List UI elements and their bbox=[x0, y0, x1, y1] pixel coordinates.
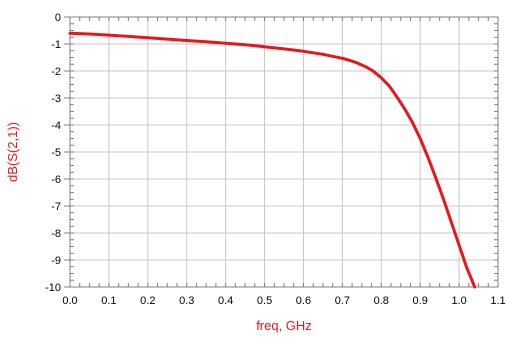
y-tick-label: -3 bbox=[51, 93, 61, 105]
y-tick-label: -6 bbox=[51, 174, 61, 186]
x-tick-label: 1.0 bbox=[451, 295, 466, 307]
y-tick-label: -5 bbox=[51, 147, 61, 159]
y-tick-label: -10 bbox=[45, 282, 61, 294]
x-axis-label: freq, GHz bbox=[256, 318, 312, 333]
y-tick-label: -9 bbox=[51, 255, 61, 267]
series-layer bbox=[68, 31, 477, 289]
x-tick-labels: 0.0 0.1 0.2 0.3 0.4 0.5 0.6 0.7 0.8 0.9 1.0 1.1 bbox=[62, 295, 505, 307]
y-tick-label: -1 bbox=[51, 39, 61, 51]
y-tick-label: -2 bbox=[51, 66, 61, 78]
y-axis-label: dB(S(2,1)) bbox=[5, 122, 20, 182]
x-tick-label: 0.9 bbox=[413, 295, 428, 307]
x-tick-label: 0.0 bbox=[62, 295, 77, 307]
y-tick-label: 0 bbox=[55, 12, 61, 24]
x-tick-label: 0.6 bbox=[296, 295, 311, 307]
y-tick-label: -4 bbox=[51, 120, 61, 132]
grid-lines bbox=[70, 17, 498, 287]
x-tick-label: 0.5 bbox=[257, 295, 272, 307]
series-line-0 bbox=[68, 31, 477, 289]
y-tick-labels: 0 -1 -2 -3 -4 -5 -6 -7 -8 -9 -10 bbox=[45, 12, 70, 294]
y-tick-label: -7 bbox=[51, 201, 61, 213]
x-tick-label: 0.3 bbox=[179, 295, 194, 307]
x-tick-label: 0.4 bbox=[218, 295, 233, 307]
x-tick-label: 0.2 bbox=[140, 295, 155, 307]
y-tick-label: -8 bbox=[51, 228, 61, 240]
x-tick-label: 0.7 bbox=[335, 295, 350, 307]
x-tick-label: 1.1 bbox=[490, 295, 505, 307]
x-tick-label: 0.8 bbox=[374, 295, 389, 307]
x-tick-label: 0.1 bbox=[101, 295, 116, 307]
